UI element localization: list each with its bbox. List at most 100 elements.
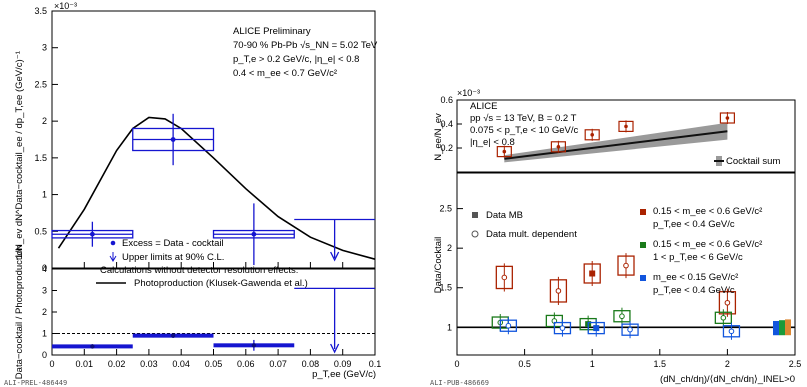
- panel-a-annotation: 70-90 % Pb-Pb √s_NN = 5.02 TeV: [233, 40, 378, 51]
- panel-d-ytick-label: 1: [447, 322, 452, 332]
- excess-point: [170, 137, 176, 142]
- mult-marker: [728, 328, 735, 335]
- panel-b-ytick-label: 3: [42, 286, 47, 296]
- panel-d-xtick-label: 0: [454, 359, 459, 369]
- panel-d-ytick-label: 1.5: [439, 283, 452, 293]
- panel-a-ytick-label: 3.5: [34, 6, 47, 16]
- legend-excess-label: Excess = Data - cocktail: [122, 238, 224, 249]
- panel-d-xtick-label: 2.5: [789, 359, 802, 369]
- legend-class-swatch: [640, 275, 646, 281]
- ratio-point: [90, 344, 95, 349]
- panel-b-ytick-label: 0: [42, 350, 47, 360]
- mult-marker: [623, 262, 629, 269]
- legend-ul-arrow: [109, 255, 117, 262]
- panel-b-xtick-label: 0.1: [369, 359, 382, 369]
- legend-class-swatch: [640, 209, 646, 215]
- panel-a-ytick-label: 0.5: [34, 226, 47, 236]
- panel-a-ytick-label: 2.5: [34, 79, 47, 89]
- panel-b-xtick-label: 0.02: [108, 359, 126, 369]
- cocktail-line: [504, 130, 728, 160]
- panel-d-ytick-label: 2.5: [439, 204, 452, 214]
- panel-a-annotation: p_T,e > 0.2 GeV/c, |η_e| < 0.8: [233, 54, 359, 65]
- legend-class-label: m_ee < 0.15 GeV/c²: [653, 272, 738, 283]
- panel-a-annotation: 0.4 < m_ee < 0.7 GeV/c²: [233, 68, 337, 79]
- panel-b-xtick-label: 0.03: [140, 359, 158, 369]
- panel-b-ytick-label: 2: [42, 307, 47, 317]
- panel-a-ylabel: 1/N_ev dN^Data−cocktail_ee / dp_T,ee (Ge…: [14, 51, 25, 259]
- mult-marker: [627, 326, 633, 333]
- panel-b-xtick-label: 0.06: [237, 359, 255, 369]
- mb-marker: [593, 325, 600, 332]
- mult-marker: [559, 325, 566, 331]
- legend-calc-note: Calculations without detector resolution…: [100, 265, 298, 276]
- panel-b-xtick-label: 0.08: [302, 359, 320, 369]
- footer-left-tag: ALI-PREL-486449: [4, 379, 67, 387]
- panel-b-xlabel: p_T,ee (GeV/c): [312, 369, 376, 380]
- legend-mult-label: Data mult. dependent: [486, 229, 577, 240]
- panel-c-annotation: |η_e| < 0.8: [470, 137, 515, 148]
- legend-theory-label: Photoproduction (Klusek-Gawenda et al.): [134, 278, 308, 289]
- panel-d-xlabel: (dN_ch/dη)/⟨dN_ch/dη⟩_INEL>0: [660, 374, 795, 385]
- panel-c-frame: [456, 99, 796, 173]
- panel-c-annotation: pp √s = 13 TeV, B = 0.2 T: [470, 113, 577, 124]
- legend-mb-label: Data MB: [486, 210, 523, 221]
- mult-data-point: [624, 124, 628, 129]
- legend-ul-label: Upper limits at 90% C.L.: [122, 252, 224, 263]
- panel-d-frame: [456, 172, 796, 356]
- legend-mult-marker: [471, 230, 479, 238]
- panel-b-ytick-label: 1: [42, 329, 47, 339]
- panel-c-ytick-label: 0.6: [440, 95, 453, 105]
- legend-class-sublabel: p_T,ee < 0.4 GeV/c: [653, 219, 735, 230]
- mult-marker: [501, 274, 508, 281]
- panel-d-xtick-label: 2: [725, 359, 730, 369]
- panel-b-ylabel: Data−cocktail / Photoproduction: [14, 245, 25, 379]
- mult-data-point: [590, 133, 594, 137]
- mult-data-point: [725, 116, 730, 120]
- normalization-bar: [785, 319, 791, 336]
- excess-point: [251, 231, 257, 237]
- legend-class-sublabel: 1 < p_T,ee < 6 GeV/c: [653, 252, 743, 263]
- mult-marker: [619, 313, 625, 320]
- panel-a-ytick-label: 2: [42, 116, 47, 126]
- legend-mb-marker: [472, 212, 478, 218]
- legend-cocktail-label: Cocktail sum: [726, 156, 780, 167]
- legend-class-sublabel: p_T,ee < 0.4 GeV/c: [653, 285, 735, 296]
- mult-data-point: [502, 149, 507, 154]
- footer-right-tag: ALI-PUB-486669: [430, 379, 489, 387]
- normalization-bar: [773, 320, 779, 336]
- panel-d-xtick-label: 0.5: [518, 359, 531, 369]
- ratio-ul-arrow: [330, 343, 340, 354]
- ratio-point: [251, 343, 257, 348]
- panel-c-ytick-label: 0.2: [440, 143, 453, 153]
- panel-b-xtick-label: 0.01: [76, 359, 94, 369]
- panel-c-ylabel: N_ee/N_ev: [433, 113, 444, 161]
- legend-class-swatch: [640, 242, 646, 248]
- ratio-point: [170, 333, 176, 338]
- mult-marker: [724, 299, 731, 306]
- panel-a-ytick-label: 1: [42, 190, 47, 200]
- panel-a-annotation: ALICE Preliminary: [233, 26, 311, 37]
- panel-b-xtick-label: 0.05: [205, 359, 223, 369]
- panel-a-ytick-label: 0: [42, 263, 47, 273]
- panel-b-xtick-label: 0.09: [334, 359, 352, 369]
- mb-marker: [589, 270, 596, 277]
- upper-limit-arrow: [330, 251, 340, 262]
- panel-b-xtick-label: 0.07: [269, 359, 287, 369]
- panel-d-ytick-label: 2: [447, 243, 452, 253]
- legend-excess-marker: [110, 240, 116, 246]
- panel-a-ytick-label: 3: [42, 43, 47, 53]
- panel-c-ytick-label: 0.4: [440, 119, 453, 129]
- panel-c-annotation: 0.075 < p_T,e < 10 GeV/c: [470, 125, 579, 136]
- panel-c-annotation: ALICE: [470, 101, 497, 112]
- panel-d-xtick-label: 1.5: [654, 359, 667, 369]
- excess-point: [89, 231, 95, 237]
- panel-b-xtick-label: 0: [49, 359, 54, 369]
- mult-marker: [720, 315, 727, 321]
- mult-data-point: [556, 145, 561, 149]
- legend-class-label: 0.15 < m_ee < 0.6 GeV/c²: [653, 206, 762, 217]
- panel-d-ylabel: Data/Cocktail: [433, 237, 444, 294]
- panel-c-scale-label: ×10⁻³: [457, 88, 480, 98]
- panel-a-scale-label: ×10⁻³: [54, 1, 77, 11]
- panel-b-ytick-label: 4: [42, 264, 47, 274]
